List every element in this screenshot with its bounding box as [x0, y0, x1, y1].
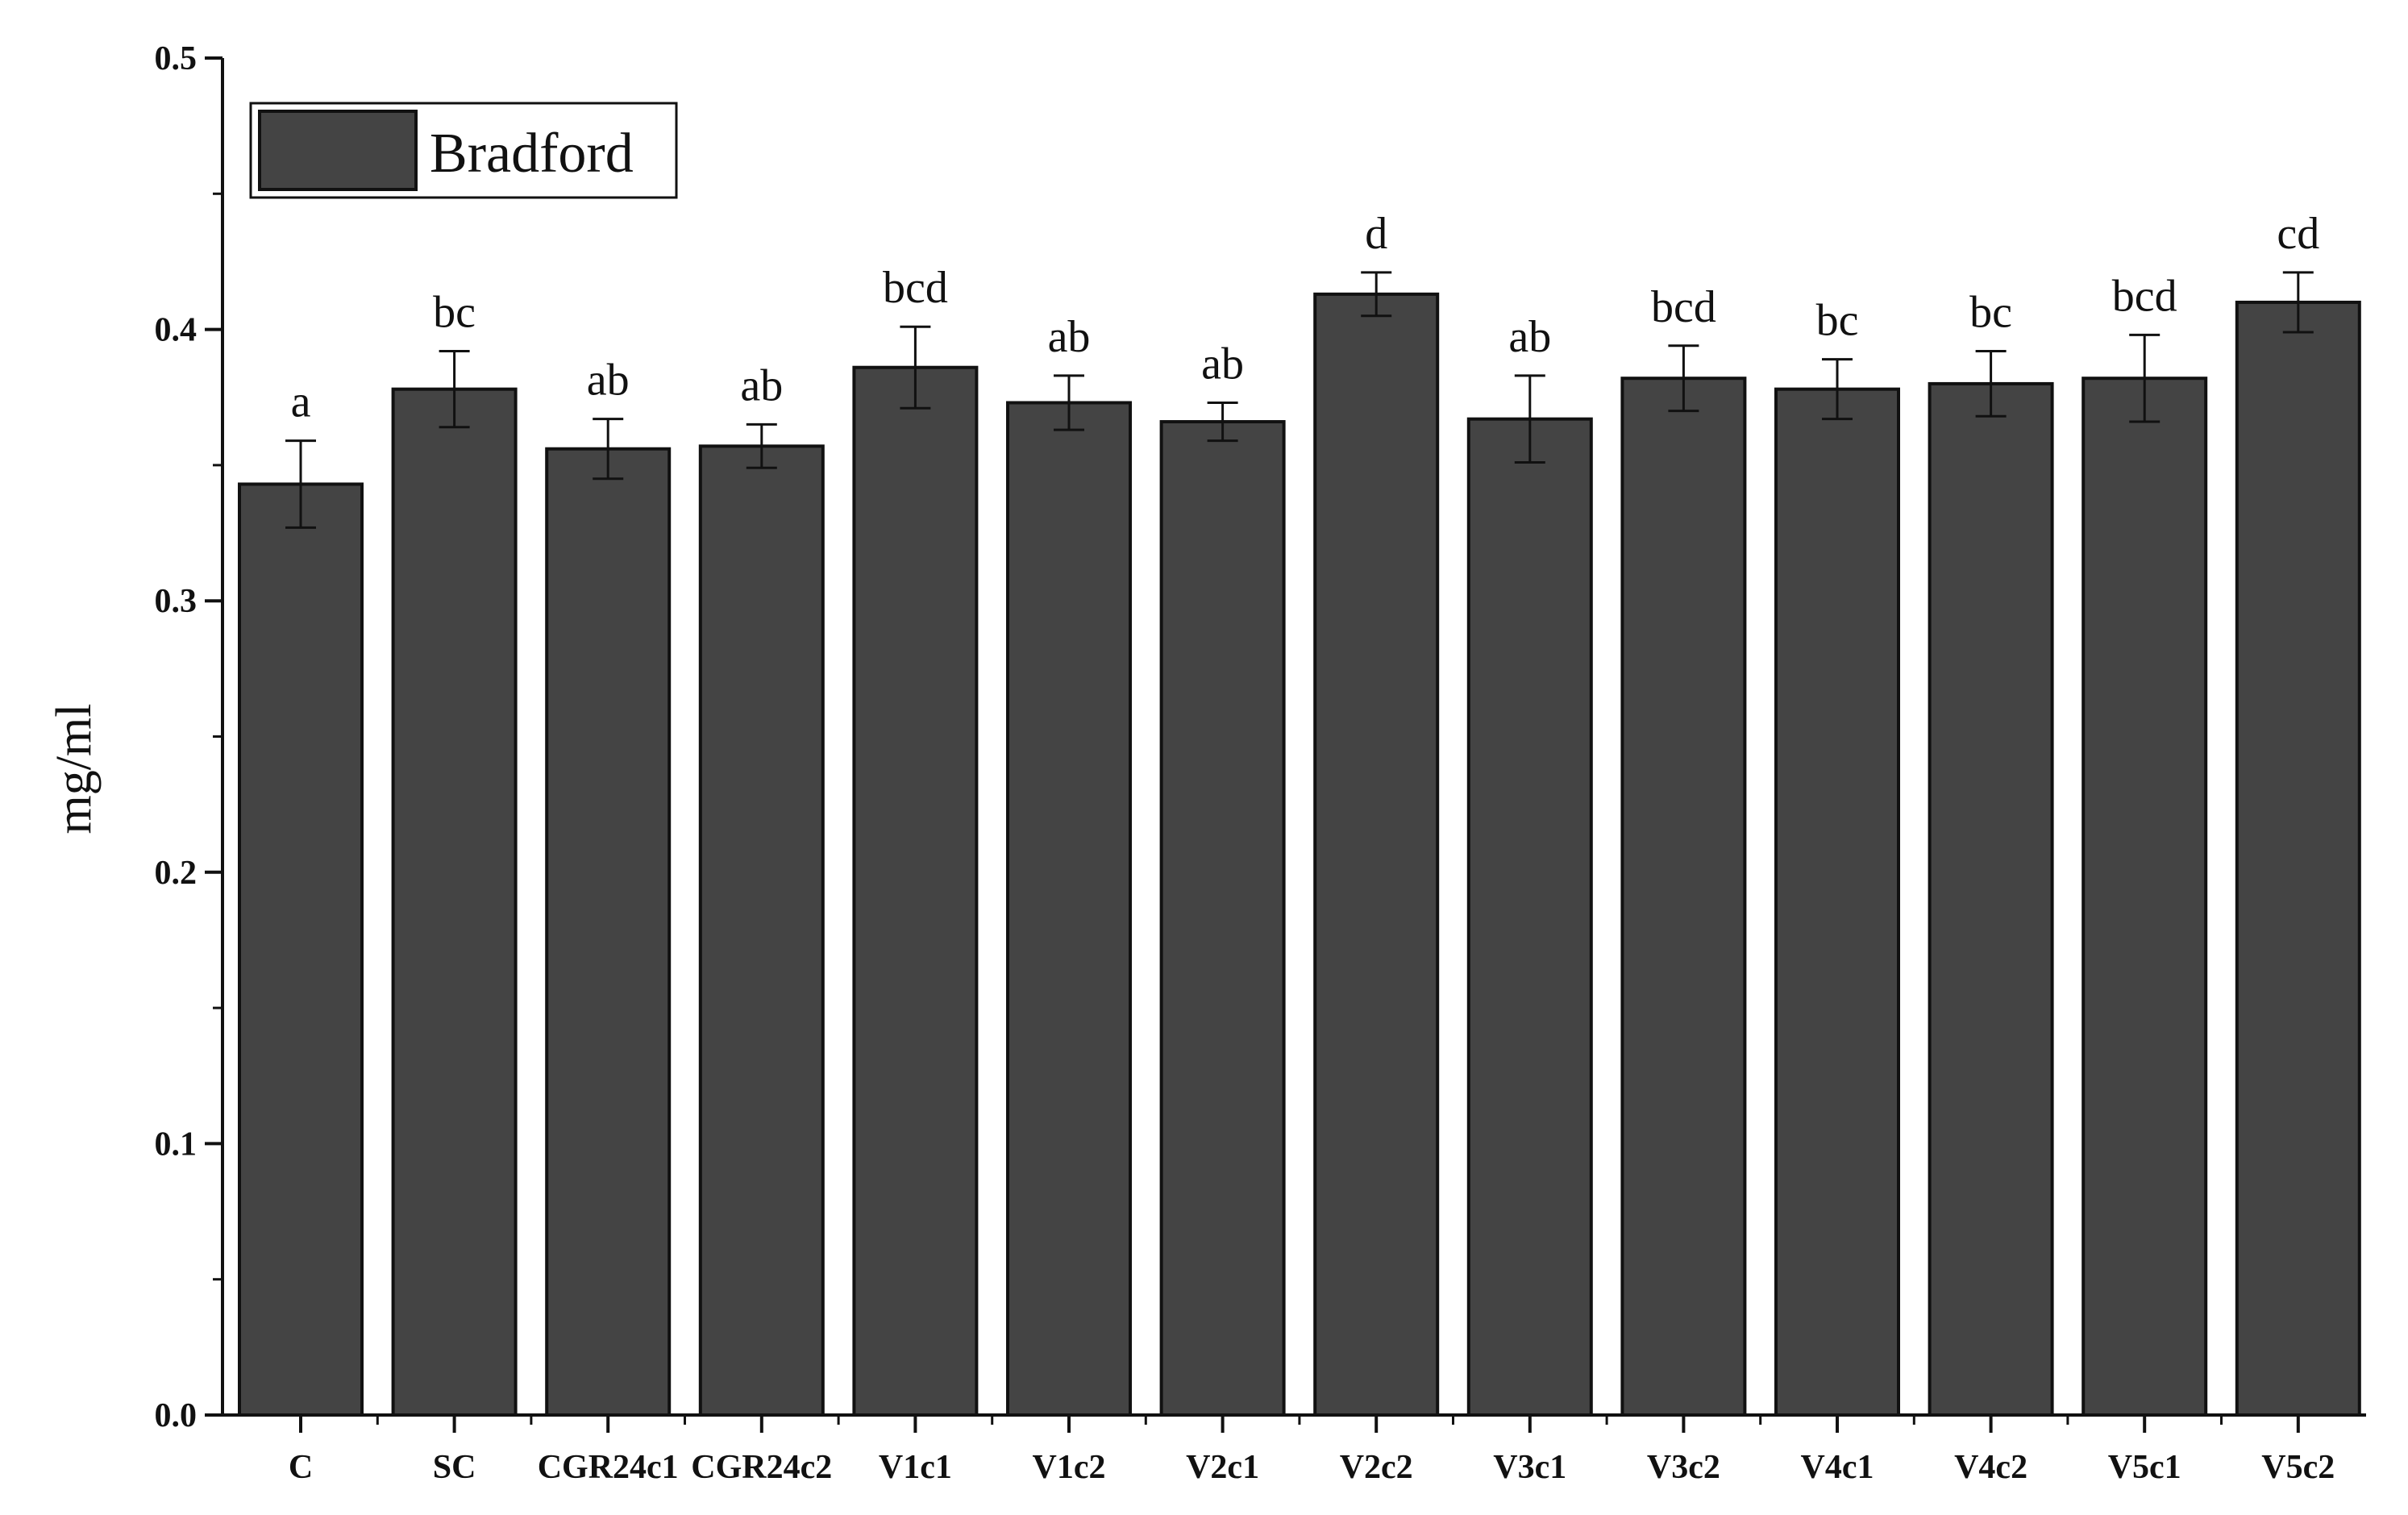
bar [1159, 420, 1286, 1417]
significance-label: ab [1048, 312, 1091, 362]
x-tick-label: C [289, 1449, 313, 1486]
y-tick-label: 0.3 [155, 583, 198, 620]
significance-label: bc [433, 288, 476, 338]
y-axis-title: mg/ml [47, 704, 102, 834]
significance-label: ab [1201, 339, 1244, 389]
y-tick-label: 0.4 [155, 312, 198, 349]
x-tick-label: V5c1 [2108, 1449, 2181, 1486]
x-tick-label: V4c1 [1801, 1449, 1874, 1486]
bar [1774, 387, 1900, 1417]
x-tick-label: V4c2 [1954, 1449, 2027, 1486]
bar [698, 444, 825, 1417]
legend-label: Bradford [430, 123, 634, 185]
significance-label: bcd [2112, 271, 2177, 321]
y-tick-label: 0.1 [155, 1126, 198, 1163]
x-tick-label: SC [433, 1449, 476, 1486]
x-tick-label: V3c1 [1493, 1449, 1566, 1486]
bar [2082, 377, 2208, 1417]
error-bars [285, 271, 2314, 529]
y-tick-label: 0.5 [155, 40, 198, 77]
bar [1620, 377, 1747, 1417]
bar [852, 365, 979, 1417]
y-tick-label: 0.0 [155, 1397, 198, 1434]
x-tick-label: CGR24c2 [691, 1449, 832, 1486]
bar [238, 482, 364, 1417]
x-tick-label: CGR24c1 [538, 1449, 679, 1486]
significance-label: ab [1508, 312, 1551, 362]
bar [1928, 381, 2054, 1417]
bar [1006, 401, 1132, 1417]
x-tick-label: V5c2 [2261, 1449, 2335, 1486]
bar-series-bradford [238, 292, 2361, 1417]
significance-labels: a bc ab ab bcd ab ab d ab bcd bc bc bcd cd [291, 209, 2320, 427]
significance-label: cd [2277, 209, 2319, 259]
x-axis: C SC CGR24c1 CGR24c2 V1c1 V1c2 V2c1 V2c2 V3c1 V3c… [223, 1413, 2366, 1486]
significance-label: ab [587, 356, 630, 406]
x-tick-label: V2c2 [1340, 1449, 1413, 1486]
significance-label: bc [1816, 296, 1859, 346]
x-tick-label: V3c2 [1647, 1449, 1720, 1486]
x-tick-label: V2c1 [1186, 1449, 1259, 1486]
bar [1313, 292, 1440, 1417]
significance-label: a [291, 377, 311, 427]
y-tick-label: 0.2 [155, 855, 198, 892]
significance-label: ab [740, 360, 783, 410]
legend: Bradford [249, 102, 678, 199]
significance-label: d [1365, 209, 1387, 259]
significance-label: bcd [883, 263, 948, 313]
x-tick-label: V1c2 [1033, 1449, 1106, 1486]
significance-label: bc [1969, 288, 2012, 338]
significance-label: bcd [1651, 282, 1716, 332]
bar [545, 447, 672, 1417]
x-tick-label: V1c1 [879, 1449, 952, 1486]
legend-swatch [258, 110, 418, 191]
bar [1466, 417, 1593, 1417]
bar [2235, 300, 2361, 1417]
bar [391, 387, 518, 1417]
y-axis: 0.0 0.1 0.2 0.3 0.4 0.5 [155, 40, 224, 1434]
